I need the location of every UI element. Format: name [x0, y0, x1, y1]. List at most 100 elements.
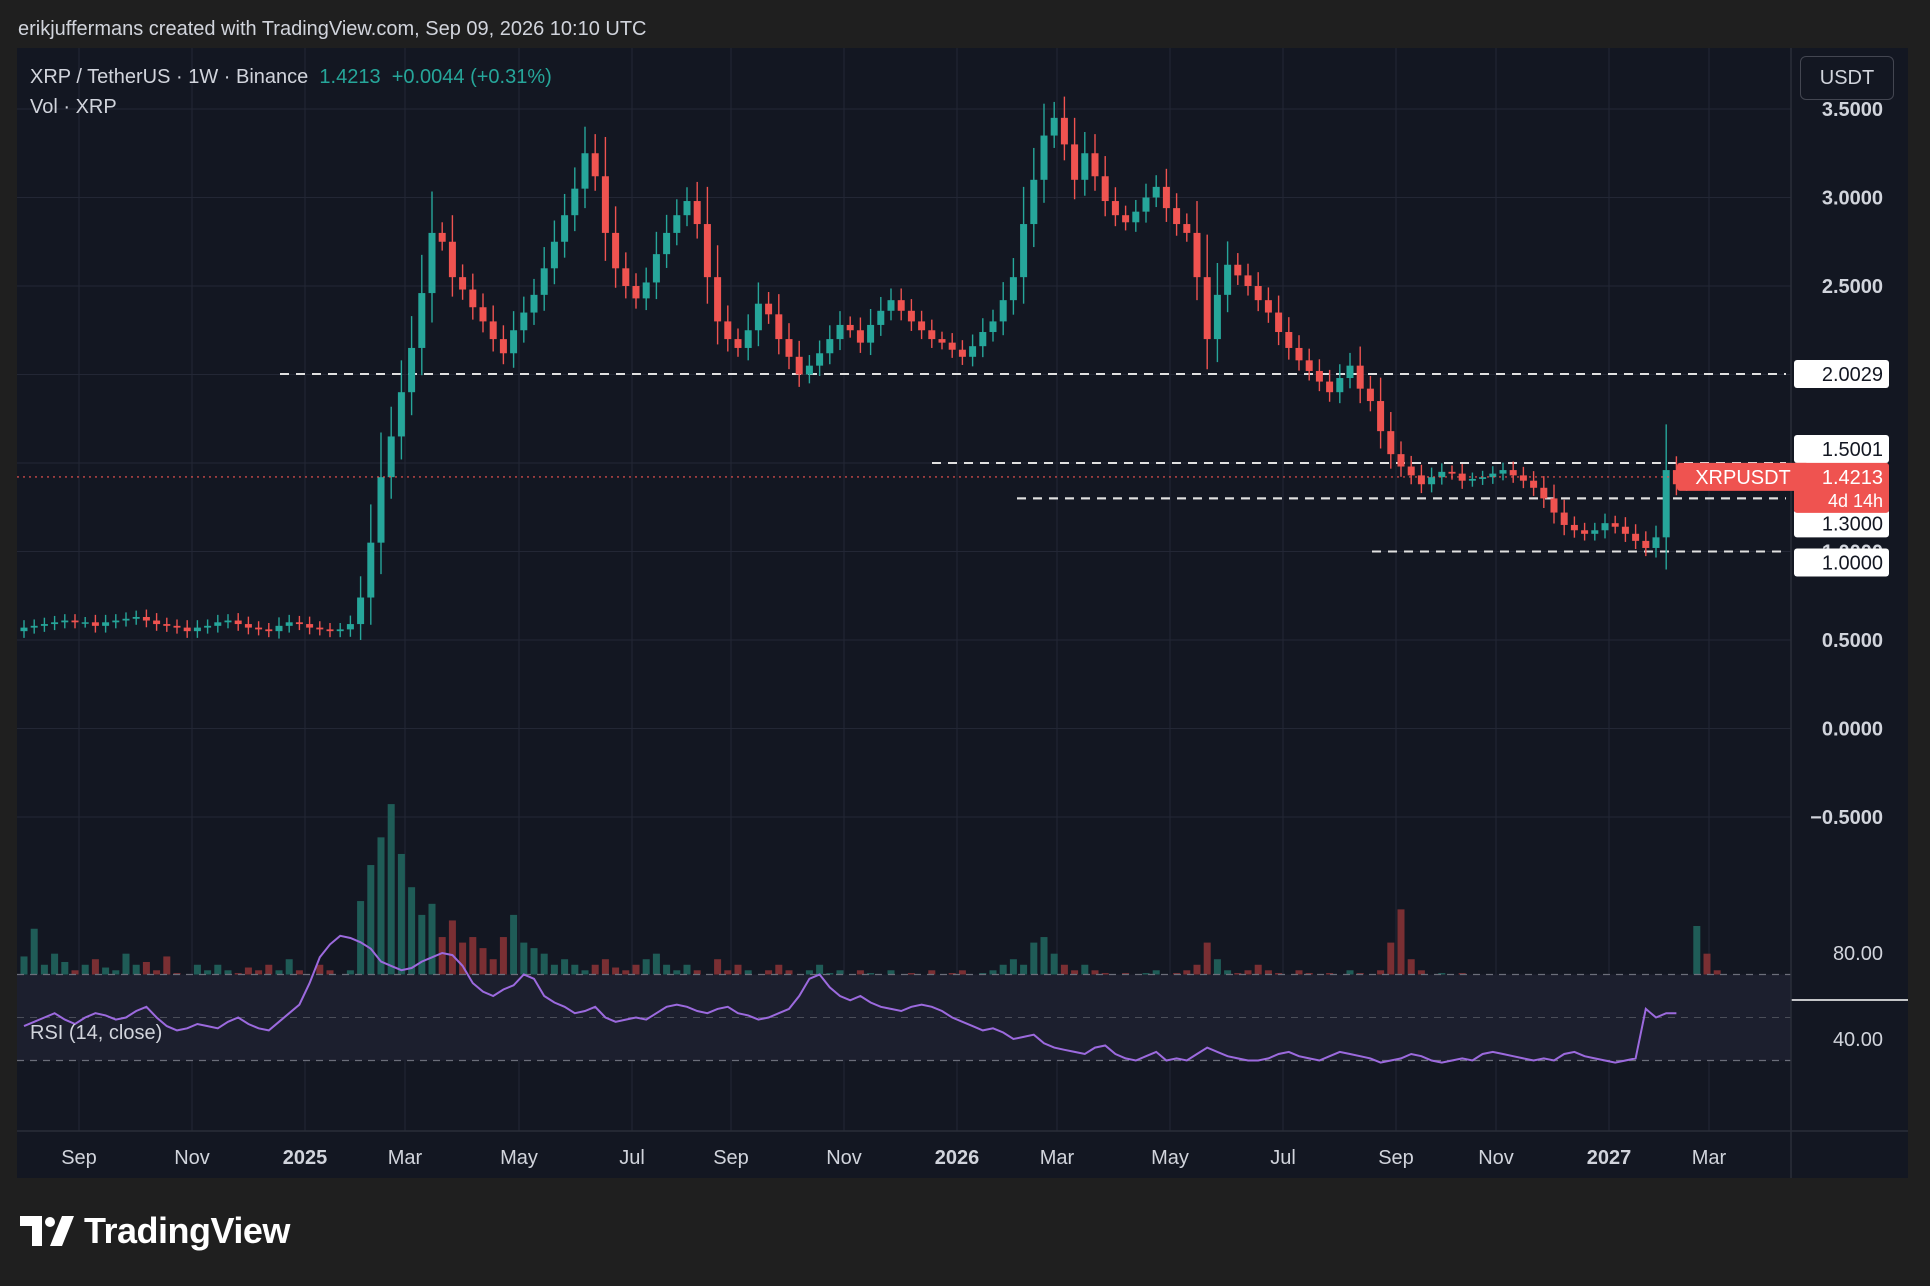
candle-body[interactable] — [1356, 365, 1364, 389]
candle-body[interactable] — [1132, 211, 1140, 223]
candle-body[interactable] — [581, 153, 589, 189]
candle-body[interactable] — [1009, 277, 1017, 301]
candle-body[interactable] — [826, 339, 834, 354]
candle-body[interactable] — [1071, 144, 1079, 180]
candle-body[interactable] — [61, 620, 69, 623]
candle-body[interactable] — [1366, 388, 1374, 402]
candle-body[interactable] — [132, 616, 140, 619]
candle-body[interactable] — [530, 294, 538, 313]
candle-body[interactable] — [622, 268, 630, 286]
candle-body[interactable] — [153, 620, 161, 625]
candle-body[interactable] — [1407, 466, 1415, 476]
candle-body[interactable] — [1499, 470, 1507, 474]
candle-body[interactable] — [1530, 480, 1538, 488]
candle-body[interactable] — [1264, 300, 1272, 313]
candle-body[interactable] — [1142, 197, 1150, 212]
candle-body[interactable] — [805, 365, 813, 375]
candle-body[interactable] — [275, 625, 283, 632]
candle-body[interactable] — [765, 303, 773, 315]
candle-body[interactable] — [1224, 264, 1232, 295]
price-chart[interactable]: 4.00003.50003.00002.50002.00001.50001.00… — [17, 11, 1908, 1178]
rsi-axis[interactable]: 80.00 40.00 — [1833, 943, 1883, 1051]
candle-body[interactable] — [550, 241, 558, 269]
candle-body[interactable] — [1632, 533, 1640, 541]
candle-body[interactable] — [1479, 477, 1487, 479]
candle-body[interactable] — [265, 629, 273, 632]
candle-body[interactable] — [1428, 477, 1436, 485]
candle-body[interactable] — [958, 349, 966, 357]
candle-body[interactable] — [867, 324, 875, 343]
candlesticks[interactable] — [20, 96, 1701, 640]
candle-body[interactable] — [20, 627, 28, 632]
candle-body[interactable] — [163, 624, 171, 626]
candle-body[interactable] — [601, 176, 609, 233]
candle-body[interactable] — [1581, 530, 1589, 534]
candle-body[interactable] — [193, 627, 201, 632]
candle-body[interactable] — [306, 624, 314, 628]
candle-body[interactable] — [969, 346, 977, 357]
candle-body[interactable] — [112, 620, 120, 623]
candle-body[interactable] — [346, 624, 354, 630]
candle-body[interactable] — [1591, 530, 1599, 534]
candle-body[interactable] — [448, 241, 456, 278]
tradingview-logo[interactable]: TradingView — [20, 1210, 290, 1252]
candle-body[interactable] — [234, 620, 242, 625]
candle-body[interactable] — [122, 618, 130, 621]
candle-body[interactable] — [1642, 540, 1650, 548]
candle-body[interactable] — [1030, 179, 1038, 225]
candle-body[interactable] — [1346, 365, 1354, 379]
candle-body[interactable] — [408, 347, 416, 393]
candle-body[interactable] — [1275, 312, 1283, 333]
candle-body[interactable] — [1234, 264, 1242, 276]
candle-body[interactable] — [1050, 117, 1058, 136]
candle-body[interactable] — [1326, 381, 1334, 393]
candle-body[interactable] — [612, 232, 620, 269]
candle-body[interactable] — [255, 627, 263, 630]
candle-body[interactable] — [1285, 332, 1293, 348]
candle-body[interactable] — [1203, 277, 1211, 340]
candle-body[interactable] — [1081, 153, 1089, 180]
candle-body[interactable] — [81, 622, 89, 624]
chart-frame[interactable]: 4.00003.50003.00002.50002.00001.50001.00… — [17, 11, 1908, 1178]
candle-body[interactable] — [1091, 153, 1099, 177]
candle-body[interactable] — [999, 300, 1007, 322]
candle-body[interactable] — [1122, 215, 1130, 223]
candle-body[interactable] — [571, 188, 579, 216]
candle-body[interactable] — [938, 339, 946, 343]
candle-body[interactable] — [948, 342, 956, 350]
currency-button[interactable]: USDT — [1800, 56, 1894, 100]
candle-body[interactable] — [591, 153, 599, 177]
candle-body[interactable] — [1601, 523, 1609, 531]
candle-body[interactable] — [795, 356, 803, 375]
candle-body[interactable] — [734, 339, 742, 348]
candle-body[interactable] — [1468, 478, 1476, 481]
candle-body[interactable] — [754, 303, 762, 331]
candle-body[interactable] — [1173, 208, 1181, 225]
candle-body[interactable] — [1040, 135, 1048, 180]
candle-body[interactable] — [40, 624, 48, 626]
candle-body[interactable] — [663, 232, 671, 255]
candle-body[interactable] — [1315, 370, 1323, 382]
symbol-title[interactable]: XRP / TetherUS · 1W · Binance — [30, 66, 309, 88]
candle-body[interactable] — [673, 215, 681, 233]
candle-body[interactable] — [1560, 512, 1568, 525]
candle-body[interactable] — [1489, 473, 1497, 478]
candle-body[interactable] — [1162, 186, 1170, 209]
candle-body[interactable] — [1417, 475, 1425, 485]
candle-body[interactable] — [30, 625, 38, 628]
candle-body[interactable] — [1377, 401, 1385, 432]
rsi-legend[interactable]: RSI (14, close) — [30, 1022, 163, 1044]
candle-body[interactable] — [989, 321, 997, 333]
candle-body[interactable] — [1570, 524, 1578, 531]
candle-body[interactable] — [540, 268, 548, 295]
candle-body[interactable] — [1183, 224, 1191, 233]
candle-body[interactable] — [316, 627, 324, 630]
candle-body[interactable] — [459, 277, 467, 290]
candle-body[interactable] — [1397, 454, 1405, 467]
candle-body[interactable] — [102, 622, 110, 626]
candle-body[interactable] — [561, 215, 569, 242]
candle-body[interactable] — [1336, 378, 1344, 393]
volume-legend[interactable]: Vol · XRP — [30, 96, 117, 118]
candle-body[interactable] — [367, 542, 375, 598]
candle-body[interactable] — [295, 622, 303, 625]
